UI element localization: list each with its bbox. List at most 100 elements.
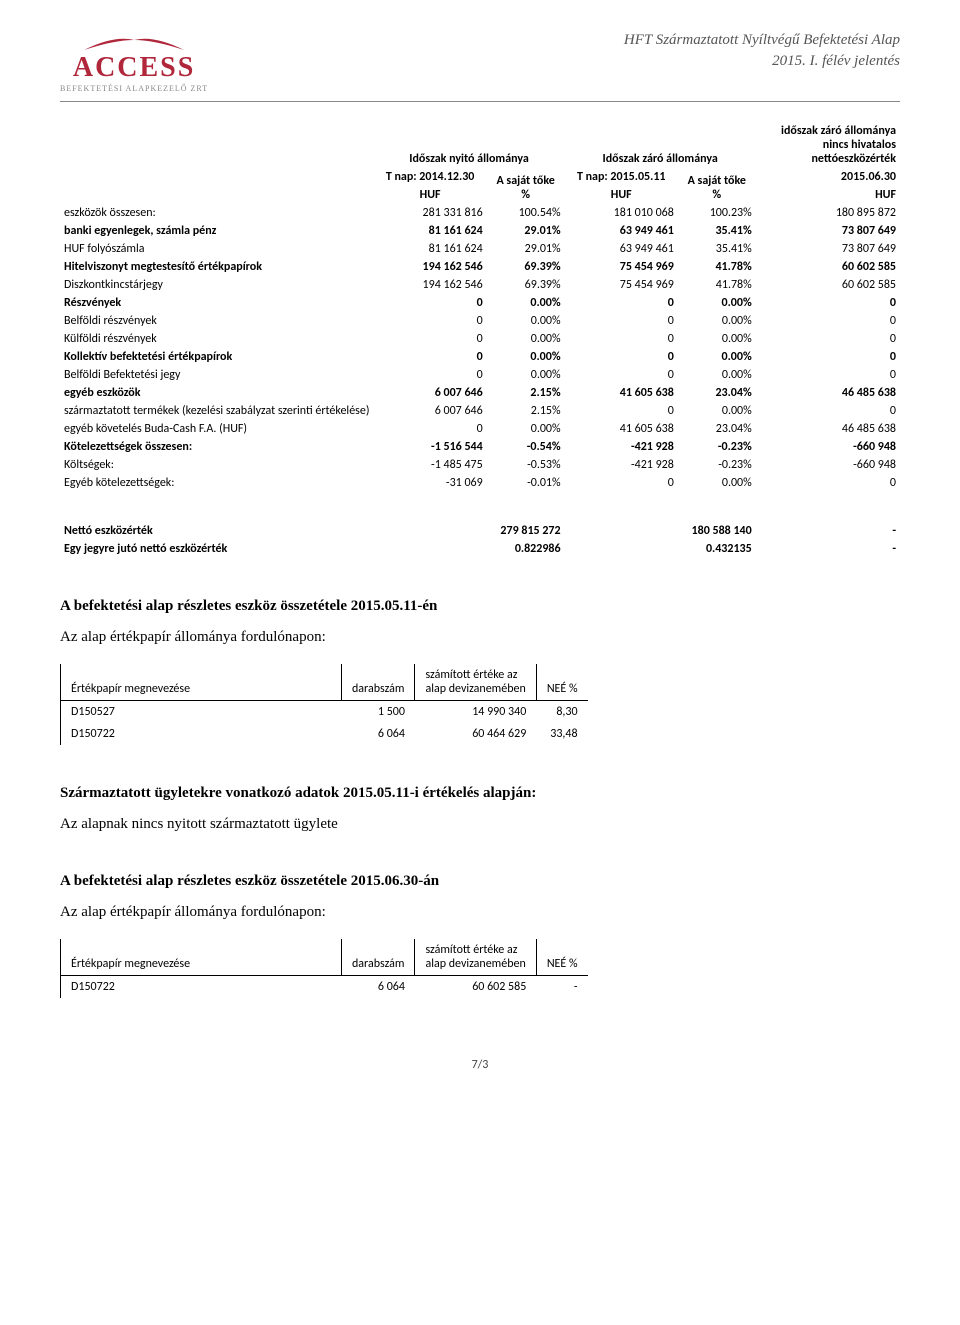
header-title-line1: HFT Származtatott Nyíltvégű Befektetési … [624, 30, 900, 51]
row-p2: 0.00% [678, 474, 756, 492]
sec-qty: 1 500 [342, 701, 415, 724]
row-v1: 6 007 646 [373, 384, 486, 402]
section1-subtitle: Az alap értékpapír állománya fordulónapo… [60, 629, 900, 646]
row-v2: 41 605 638 [565, 384, 678, 402]
row-label: banki egyenlegek, számla pénz [60, 222, 373, 240]
row-v1: 0 [373, 420, 486, 438]
table-row: Kollektív befektetési értékpapírok00.00%… [60, 348, 900, 366]
table-row: Költségek:-1 485 475-0.53%-421 928-0.23%… [60, 456, 900, 474]
tnap-close: T nap: 2015.05.11 [565, 168, 678, 186]
row-v2: 63 949 461 [565, 240, 678, 258]
table-row: HUF folyószámla81 161 62429.01%63 949 46… [60, 240, 900, 258]
row-p1: 0.00% [487, 348, 565, 366]
summary-v2: 0.432135 [565, 540, 756, 558]
row-v1: 194 162 546 [373, 258, 486, 276]
huf-3: HUF [756, 186, 900, 204]
row-v1: 0 [373, 294, 486, 312]
section3-title: A befektetési alap részletes eszköz össz… [60, 873, 900, 890]
table-row: egyéb követelés Buda-Cash F.A. (HUF)00.0… [60, 420, 900, 438]
own-cap-1: A saját tőke % [487, 168, 565, 204]
row-p2: 41.78% [678, 258, 756, 276]
row-p1: 0.00% [487, 330, 565, 348]
row-v3: 0 [756, 366, 900, 384]
row-v2: -421 928 [565, 456, 678, 474]
row-label: Diszkontkincstárjegy [60, 276, 373, 294]
row-label: Hitelviszonyt megtestesítő értékpapírok [60, 258, 373, 276]
sec-val: 14 990 340 [415, 701, 536, 724]
sec2-col-name: Értékpapír megnevezése [61, 939, 342, 976]
sec-qty: 6 064 [342, 976, 415, 999]
table-row: Belföldi részvények00.00%00.00%0 [60, 312, 900, 330]
row-v3: 0 [756, 294, 900, 312]
row-v2: 181 010 068 [565, 204, 678, 222]
sec2-col-qty: darabszám [342, 939, 415, 976]
row-p1: -0.54% [487, 438, 565, 456]
row-v1: 0 [373, 366, 486, 384]
main-table: Időszak nyitó állománya Időszak záró áll… [60, 122, 900, 558]
summary-row: Nettó eszközérték279 815 272180 588 140- [60, 522, 900, 540]
col-open-period: Időszak nyitó állománya [373, 122, 564, 168]
table-row: származtatott termékek (kezelési szabály… [60, 402, 900, 420]
row-v2: 75 454 969 [565, 276, 678, 294]
row-p2: 23.04% [678, 384, 756, 402]
row-v3: 0 [756, 312, 900, 330]
row-p1: 100.54% [487, 204, 565, 222]
table-row: banki egyenlegek, számla pénz81 161 6242… [60, 222, 900, 240]
row-v2: 0 [565, 312, 678, 330]
sec-col-nee: NEÉ % [536, 664, 587, 701]
row-v2: 0 [565, 366, 678, 384]
tnap-open: T nap: 2014.12.30 [373, 168, 486, 186]
row-p2: 0.00% [678, 348, 756, 366]
sec-pct: 33,48 [536, 723, 587, 745]
row-v2: 63 949 461 [565, 222, 678, 240]
summary-v1: 279 815 272 [373, 522, 564, 540]
row-v3: 0 [756, 402, 900, 420]
row-label: Részvények [60, 294, 373, 312]
table-row: Egyéb kötelezettségek:-31 069-0.01%00.00… [60, 474, 900, 492]
summary-v2: 180 588 140 [565, 522, 756, 540]
own-cap-2: A saját tőke % [678, 168, 756, 204]
sec2-col-value: számított értéke az alap devizanemében [415, 939, 536, 976]
huf-2: HUF [565, 186, 678, 204]
table-row: Hitelviszonyt megtestesítő értékpapírok1… [60, 258, 900, 276]
sec-col-qty: darabszám [342, 664, 415, 701]
section2-title: Származtatott ügyletekre vonatkozó adato… [60, 785, 900, 802]
page-number: 7/3 [60, 1058, 900, 1072]
row-p2: 100.23% [678, 204, 756, 222]
row-v1: -1 485 475 [373, 456, 486, 474]
securities-table-1: Értékpapír megnevezése darabszám számíto… [60, 664, 588, 745]
row-label: egyéb követelés Buda-Cash F.A. (HUF) [60, 420, 373, 438]
row-p2: 0.00% [678, 366, 756, 384]
row-p1: 2.15% [487, 402, 565, 420]
row-v1: 6 007 646 [373, 402, 486, 420]
row-p1: 0.00% [487, 312, 565, 330]
row-v2: 0 [565, 294, 678, 312]
row-v2: 0 [565, 402, 678, 420]
sec-pct: - [536, 976, 587, 999]
row-v1: 81 161 624 [373, 222, 486, 240]
row-v3: 46 485 638 [756, 384, 900, 402]
row-v3: 60 602 585 [756, 258, 900, 276]
table-row: Külföldi részvények00.00%00.00%0 [60, 330, 900, 348]
row-label: eszközök összesen: [60, 204, 373, 222]
row-p1: 29.01% [487, 222, 565, 240]
page-header: ACCESS BEFEKTETÉSI ALAPKEZELŐ ZRT HFT Sz… [60, 30, 900, 102]
logo: ACCESS BEFEKTETÉSI ALAPKEZELŐ ZRT [60, 30, 208, 93]
row-p2: 41.78% [678, 276, 756, 294]
sec-name: D150722 [61, 976, 342, 999]
summary-v3: - [756, 540, 900, 558]
section2-line: Az alapnak nincs nyitott származtatott ü… [60, 816, 900, 833]
table-row: egyéb eszközök6 007 6462.15%41 605 63823… [60, 384, 900, 402]
row-p1: -0.53% [487, 456, 565, 474]
row-p2: -0.23% [678, 438, 756, 456]
row-v1: 194 162 546 [373, 276, 486, 294]
section1-title: A befektetési alap részletes eszköz össz… [60, 598, 900, 615]
row-label: Kollektív befektetési értékpapírok [60, 348, 373, 366]
row-label: egyéb eszközök [60, 384, 373, 402]
row-v2: -421 928 [565, 438, 678, 456]
row-p2: 35.41% [678, 240, 756, 258]
row-v2: 41 605 638 [565, 420, 678, 438]
row-v3: 0 [756, 330, 900, 348]
summary-row: Egy jegyre jutó nettó eszközérték0.82298… [60, 540, 900, 558]
row-v1: 281 331 816 [373, 204, 486, 222]
